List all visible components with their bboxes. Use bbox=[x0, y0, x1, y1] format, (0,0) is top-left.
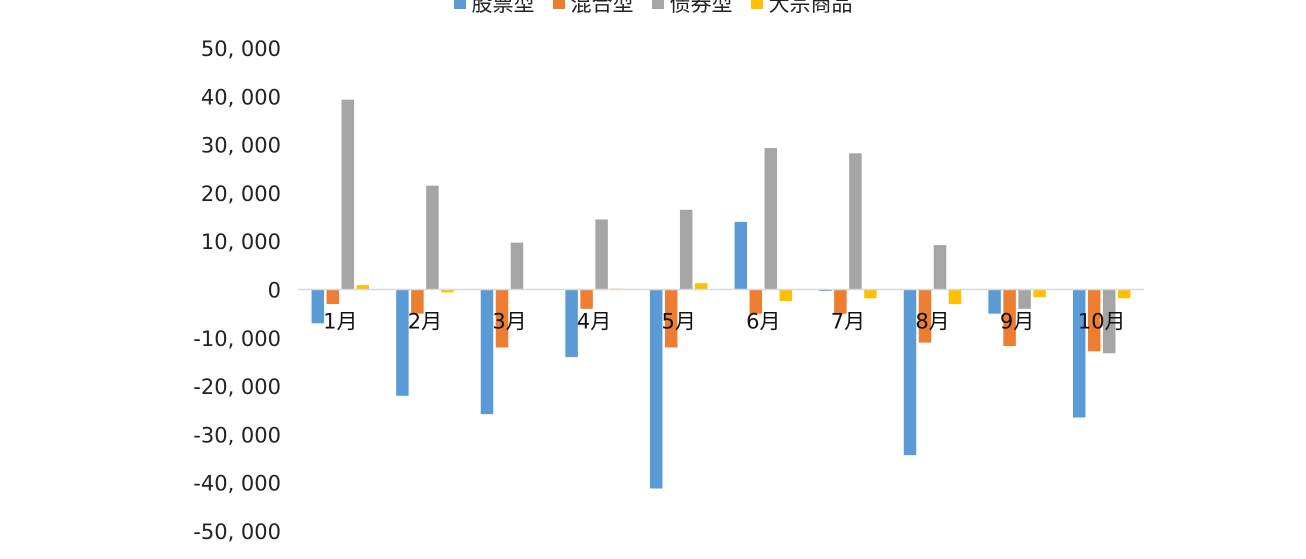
bar bbox=[341, 99, 355, 290]
bar bbox=[1117, 289, 1131, 299]
x-tick-label: 2月 bbox=[408, 310, 442, 334]
legend-swatch bbox=[453, 0, 466, 9]
bar bbox=[903, 289, 917, 456]
bar bbox=[649, 289, 663, 489]
bar bbox=[694, 283, 708, 290]
x-tick-label: 3月 bbox=[492, 310, 526, 334]
bar bbox=[326, 289, 340, 304]
x-tick-label: 10月 bbox=[1078, 310, 1126, 334]
bar bbox=[918, 289, 932, 343]
bar bbox=[441, 289, 454, 293]
bar bbox=[565, 289, 578, 358]
x-tick-label: 8月 bbox=[915, 310, 949, 334]
bar bbox=[749, 289, 763, 314]
x-tick-label: 4月 bbox=[577, 310, 611, 334]
bar bbox=[480, 289, 494, 415]
y-tick-label: 30, 000 bbox=[201, 134, 281, 158]
bar bbox=[1033, 289, 1046, 298]
bar bbox=[948, 289, 962, 304]
bar bbox=[734, 221, 748, 290]
bar bbox=[580, 289, 593, 309]
bar bbox=[1087, 289, 1101, 352]
x-tick-label: 1月 bbox=[323, 310, 357, 334]
legend-swatch bbox=[750, 0, 763, 9]
bar bbox=[495, 289, 509, 348]
y-tick-label: 40, 000 bbox=[201, 85, 281, 109]
legend-item: 混合型 bbox=[552, 0, 634, 18]
bar bbox=[679, 209, 693, 290]
bar bbox=[1102, 289, 1116, 354]
bar bbox=[510, 242, 524, 290]
y-tick-label: -10, 000 bbox=[193, 327, 281, 351]
x-tick-label: 7月 bbox=[831, 310, 865, 334]
bar bbox=[396, 289, 409, 396]
y-tick-label: -30, 000 bbox=[193, 423, 281, 447]
legend-label: 股票型 bbox=[471, 0, 535, 16]
x-tick-label: 5月 bbox=[662, 310, 696, 334]
bar bbox=[834, 289, 847, 314]
legend-item: 大宗商品 bbox=[750, 0, 853, 18]
bar bbox=[849, 153, 862, 290]
legend-item: 债券型 bbox=[651, 0, 733, 18]
bar bbox=[988, 289, 1001, 314]
legend-label: 大宗商品 bbox=[768, 0, 853, 16]
bar bbox=[933, 245, 947, 290]
bar bbox=[311, 289, 325, 324]
y-tick-label: 0 bbox=[268, 279, 281, 303]
legend-swatch bbox=[552, 0, 565, 9]
bar bbox=[764, 147, 778, 290]
y-tick-label: 10, 000 bbox=[201, 230, 281, 254]
bar bbox=[1018, 289, 1031, 309]
legend-label: 债券型 bbox=[669, 0, 733, 16]
bar bbox=[779, 289, 793, 302]
bar bbox=[356, 285, 370, 290]
y-tick-label: -40, 000 bbox=[193, 472, 281, 496]
y-tick-label: -50, 000 bbox=[193, 520, 281, 544]
y-tick-label: 20, 000 bbox=[201, 182, 281, 206]
bar bbox=[1003, 289, 1016, 347]
legend-label: 混合型 bbox=[570, 0, 634, 16]
bar bbox=[664, 289, 678, 348]
x-tick-label: 9月 bbox=[1000, 310, 1034, 334]
y-tick-label: 50, 000 bbox=[201, 37, 281, 61]
x-tick-label: 6月 bbox=[746, 310, 780, 334]
bar bbox=[595, 219, 608, 290]
bar bbox=[864, 289, 877, 299]
legend-item: 股票型 bbox=[453, 0, 535, 18]
bar bbox=[1072, 289, 1086, 418]
legend: 股票型 混合型 债券型 大宗商品 bbox=[0, 0, 1306, 18]
bar bbox=[411, 289, 424, 314]
y-tick-label: -20, 000 bbox=[193, 375, 281, 399]
bar bbox=[426, 185, 439, 290]
legend-swatch bbox=[651, 0, 664, 9]
